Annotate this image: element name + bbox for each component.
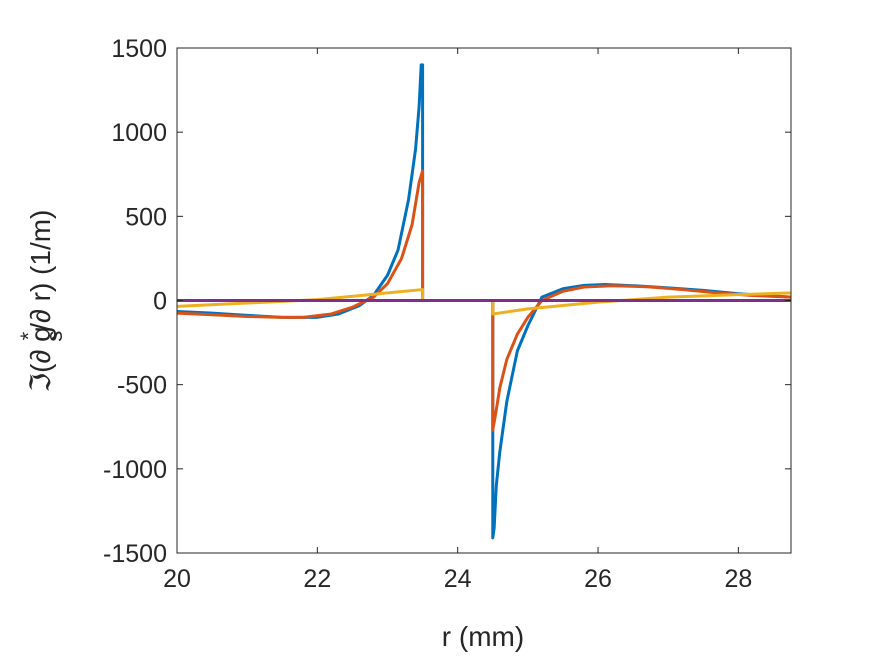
x-tick-label: 24 <box>444 565 472 593</box>
series-line-2 <box>176 169 425 319</box>
y-tick-label: 500 <box>125 203 167 231</box>
y-tick-label: 0 <box>153 288 167 316</box>
x-axis: 20 22 24 26 28 <box>163 48 752 593</box>
y-tick-label: 1500 <box>111 35 167 63</box>
x-tick-label: 28 <box>724 565 752 593</box>
y-label-prefix: ℑ(∂ g <box>25 326 56 392</box>
x-tick-label: 22 <box>303 565 331 593</box>
y-label-suffix: /∂ r) (1/m) <box>25 210 56 331</box>
series-layer <box>176 63 792 540</box>
y-tick-label: -500 <box>117 372 167 400</box>
x-tick-label: 20 <box>163 565 191 593</box>
y-axis: -1500 -1000 -500 0 500 1000 1500 <box>103 35 791 568</box>
series-line-3 <box>176 288 425 308</box>
x-axis-label: r (mm) <box>442 621 524 652</box>
y-tick-label: 1000 <box>111 119 167 147</box>
y-label-sub: s <box>42 331 67 342</box>
series-line-3 <box>491 291 792 316</box>
y-tick-label: -1500 <box>103 540 167 568</box>
series-line-2 <box>491 284 792 432</box>
y-axis-label: ℑ(∂ g*s/∂ r) (1/m) <box>16 210 67 393</box>
svg-text:ℑ(∂ g*s/∂ r) (1/m): ℑ(∂ g*s/∂ r) (1/m) <box>16 210 67 393</box>
x-tick-label: 26 <box>584 565 612 593</box>
plot-area <box>176 47 792 554</box>
y-label-sup: * <box>16 331 41 340</box>
y-tick-label: -1000 <box>103 456 167 484</box>
